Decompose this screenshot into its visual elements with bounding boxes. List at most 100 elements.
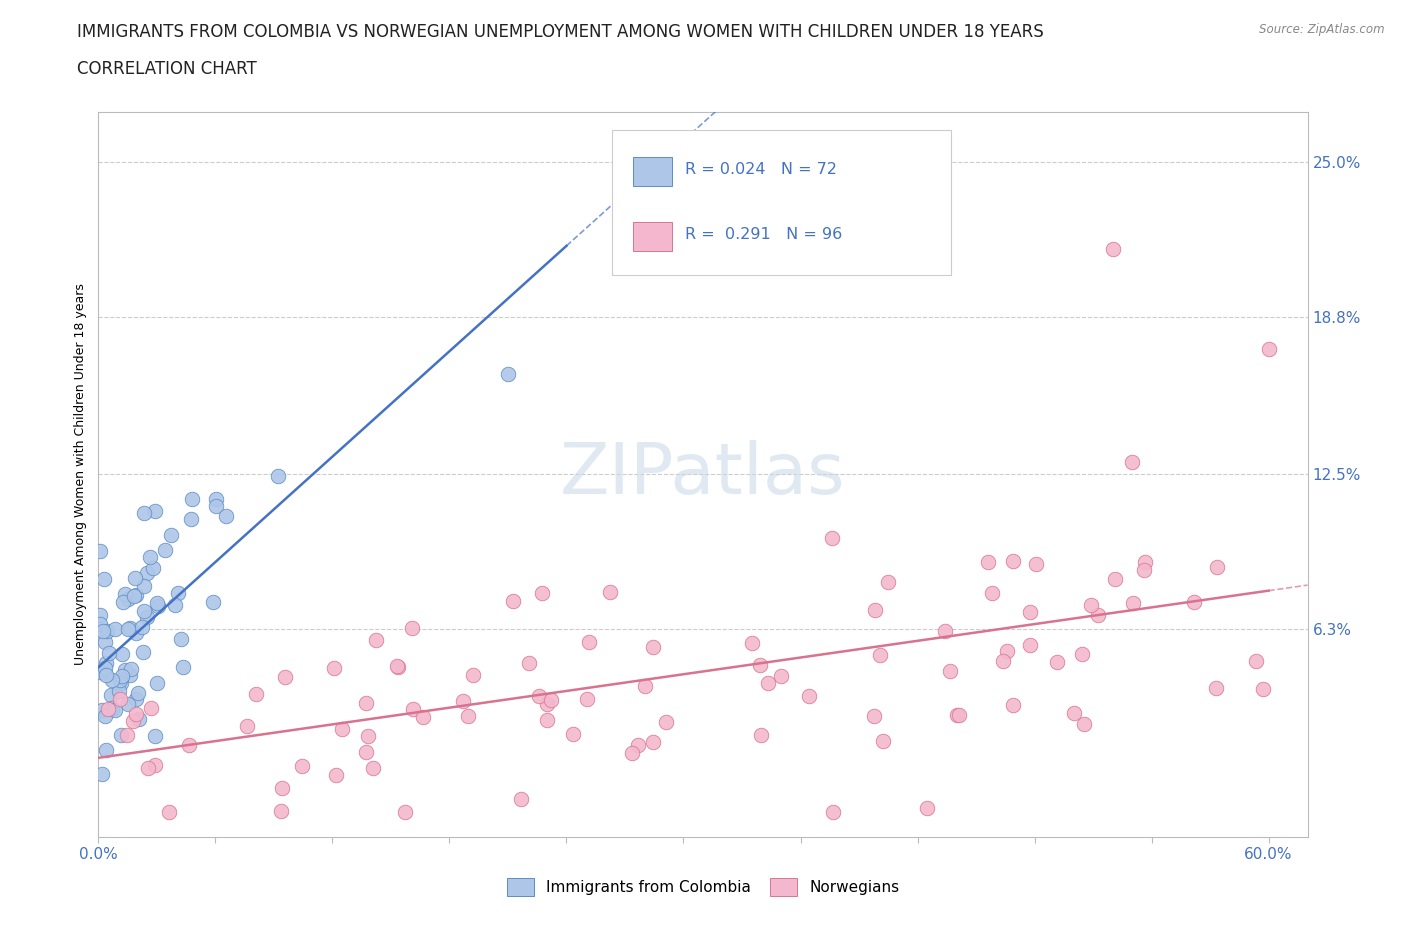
Point (114, 663, 136, 678)
Point (325, 768, 347, 783)
Point (166, 586, 188, 601)
Point (412, 710, 434, 724)
Point (627, 737, 650, 752)
Point (111, 646, 134, 661)
Point (96, 655, 118, 670)
Point (749, 728, 772, 743)
Point (872, 733, 894, 748)
Point (576, 692, 599, 707)
Bar (633, 156, 672, 186)
Point (1073, 717, 1095, 732)
Point (496, 366, 519, 381)
Point (1063, 706, 1085, 721)
Point (89, 664, 111, 679)
Point (136, 760, 159, 775)
Point (142, 561, 165, 576)
Point (354, 744, 377, 759)
Point (387, 659, 409, 674)
Point (97, 645, 120, 660)
Point (509, 791, 531, 806)
Point (91, 702, 114, 717)
Point (131, 620, 153, 635)
Point (165, 597, 187, 612)
Point (139, 550, 162, 565)
Point (117, 727, 139, 742)
Point (1182, 594, 1205, 609)
Point (132, 644, 155, 659)
Point (97, 701, 120, 716)
Point (120, 667, 142, 682)
Point (143, 504, 166, 519)
Point (354, 696, 377, 711)
Point (536, 697, 558, 711)
Point (273, 670, 295, 684)
Point (110, 675, 132, 690)
Point (91, 623, 114, 638)
Text: ZIPatlas: ZIPatlas (560, 440, 846, 509)
Text: CORRELATION CHART: CORRELATION CHART (77, 60, 257, 78)
Point (107, 683, 129, 698)
Point (1205, 681, 1227, 696)
Point (89, 543, 111, 558)
Point (530, 585, 553, 600)
Point (821, 530, 844, 545)
Point (135, 566, 157, 581)
Point (169, 631, 191, 646)
Point (204, 498, 226, 513)
Legend: Immigrants from Colombia, Norwegians: Immigrants from Colombia, Norwegians (501, 872, 905, 902)
Point (143, 728, 166, 743)
Point (120, 620, 142, 635)
Point (159, 528, 181, 543)
Point (934, 624, 956, 639)
Point (977, 555, 1000, 570)
Point (117, 621, 139, 636)
Point (104, 703, 127, 718)
Point (461, 668, 484, 683)
Point (1244, 654, 1267, 669)
Point (134, 506, 156, 521)
Point (1133, 554, 1156, 569)
Point (124, 571, 146, 586)
Point (1018, 638, 1040, 653)
Point (104, 622, 127, 637)
Point (502, 594, 524, 609)
Point (270, 804, 292, 818)
Point (145, 675, 167, 690)
Point (823, 804, 845, 819)
Point (394, 804, 416, 819)
Point (148, 599, 170, 614)
Point (364, 632, 387, 647)
Point (519, 656, 541, 671)
Point (91, 767, 114, 782)
Point (1001, 698, 1024, 712)
Point (122, 589, 145, 604)
Point (120, 662, 142, 677)
Point (94, 742, 117, 757)
Point (1045, 654, 1067, 669)
Point (939, 664, 962, 679)
Point (1251, 682, 1274, 697)
Point (865, 603, 887, 618)
Point (981, 586, 1004, 601)
Point (153, 542, 176, 557)
Point (214, 509, 236, 524)
Point (1122, 595, 1144, 610)
Point (562, 727, 585, 742)
Point (94, 660, 117, 675)
Point (993, 653, 1015, 668)
Point (291, 759, 314, 774)
Point (536, 712, 558, 727)
Y-axis label: Unemployment Among Women with Children Under 18 years: Unemployment Among Women with Children U… (75, 284, 87, 665)
Point (117, 697, 139, 711)
Point (330, 722, 353, 737)
Point (527, 688, 550, 703)
Point (245, 686, 267, 701)
Point (267, 469, 290, 484)
Point (94, 709, 117, 724)
Point (457, 709, 479, 724)
Bar (633, 222, 672, 251)
Point (141, 701, 163, 716)
Point (797, 688, 820, 703)
Point (180, 512, 202, 526)
Point (127, 686, 149, 701)
